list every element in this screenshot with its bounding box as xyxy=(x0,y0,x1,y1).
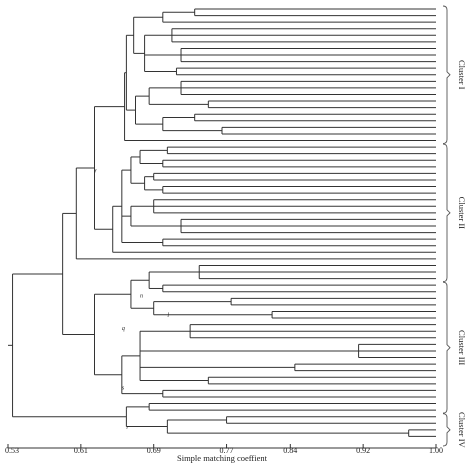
node-label: l xyxy=(167,313,169,319)
cluster-bracket xyxy=(442,413,451,447)
node-label: n xyxy=(140,293,143,299)
cluster-label: Cluster IV xyxy=(457,412,467,449)
x-axis-title: Simple matching coeffient xyxy=(177,453,268,463)
node-label: q xyxy=(122,326,125,332)
cluster-brackets: Cluster I Cluster II Cluster III Cluster IV xyxy=(442,5,467,449)
x-axis: 0.53 0.61 0.69 0.77 0.84 0.92 1.00 xyxy=(5,444,443,455)
cluster-bracket xyxy=(442,281,451,414)
cluster-bracket xyxy=(442,143,451,283)
x-axis-tick-label: 0.84 xyxy=(283,446,297,455)
x-axis-tick-label: 0.69 xyxy=(147,446,161,455)
node-label: r xyxy=(95,168,98,174)
x-axis-tick-label: 0.92 xyxy=(356,446,370,455)
x-axis-tick-label: 1.00 xyxy=(429,446,443,455)
node-label: s xyxy=(122,385,125,391)
dendrogram-tree xyxy=(8,8,436,437)
cluster-label: Cluster III xyxy=(457,330,467,365)
cluster-label: Cluster I xyxy=(457,60,467,90)
x-axis-tick-label: 0.77 xyxy=(220,446,234,455)
node-labels: r n l q s r xyxy=(95,168,170,430)
x-axis-tick-label: 0.53 xyxy=(5,446,19,455)
cluster-bracket xyxy=(442,5,451,144)
node-label: r xyxy=(126,425,129,431)
cluster-label: Cluster II xyxy=(457,197,467,230)
x-axis-tick-label: 0.61 xyxy=(74,446,88,455)
